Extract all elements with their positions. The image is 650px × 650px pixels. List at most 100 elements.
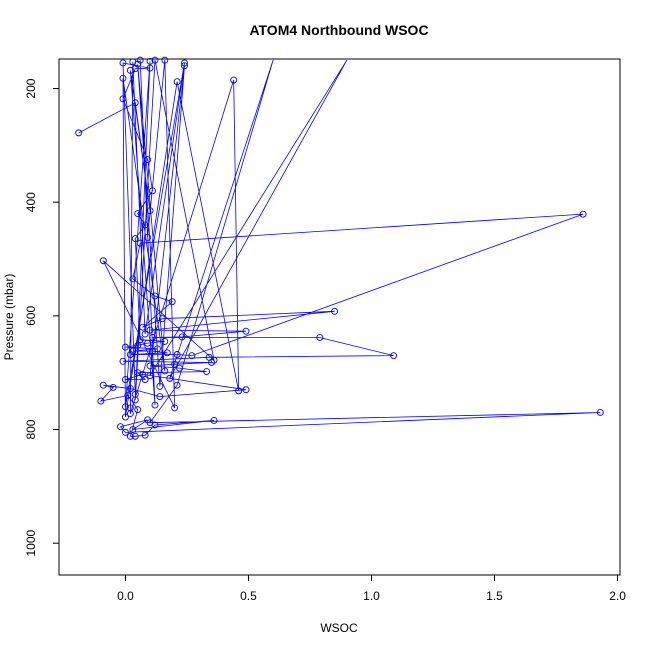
plot-area — [58, 56, 621, 576]
data-point — [166, 374, 174, 382]
data-point — [242, 327, 250, 335]
data-point — [141, 431, 149, 439]
y-axis: 200 400 600 800 1000 — [24, 78, 59, 557]
y-tick-label: 200 — [24, 78, 38, 98]
data-point — [146, 64, 154, 72]
data-point — [168, 298, 176, 306]
data-point — [136, 56, 144, 64]
data-point — [161, 56, 169, 64]
x-tick-label: 0.5 — [240, 589, 257, 603]
y-tick-label: 1000 — [24, 530, 38, 557]
data-point — [156, 382, 164, 390]
data-point — [126, 66, 134, 74]
data-point — [203, 368, 211, 376]
data-point — [134, 341, 142, 349]
data-point — [596, 409, 604, 416]
x-axis-label: WSOC — [320, 621, 358, 635]
data-point — [121, 428, 129, 436]
y-tick-label: 600 — [24, 306, 38, 326]
data-point — [126, 385, 134, 393]
data-point — [149, 187, 156, 195]
data-point — [121, 376, 129, 383]
data-point — [144, 416, 152, 424]
data-point — [173, 381, 181, 389]
data-point — [173, 78, 181, 86]
data-point — [144, 233, 152, 241]
y-tick-label: 400 — [24, 192, 38, 212]
data-point — [129, 275, 137, 283]
data-point — [75, 129, 83, 137]
data-point — [144, 156, 152, 164]
data-point — [579, 210, 587, 218]
plot-border — [58, 58, 621, 576]
data-point — [117, 423, 124, 431]
data-point — [134, 210, 142, 218]
x-axis: 0.0 0.5 1.0 1.5 2.0 — [117, 575, 626, 603]
y-tick-label: 800 — [24, 419, 38, 439]
x-tick-label: 0.0 — [117, 589, 134, 603]
data-point — [161, 337, 169, 345]
data-point — [99, 257, 107, 265]
data-point — [146, 57, 154, 65]
data-point — [146, 362, 154, 370]
data-point — [119, 357, 127, 365]
data-point — [119, 74, 127, 82]
data-point — [188, 352, 196, 360]
data-point — [126, 351, 134, 358]
data-point — [176, 364, 184, 372]
data-point — [109, 384, 117, 391]
data-point — [121, 343, 129, 351]
data-point — [121, 413, 129, 421]
x-tick-label: 1.5 — [486, 589, 503, 603]
data-point — [156, 393, 164, 401]
data-point — [134, 369, 142, 377]
data-point — [139, 323, 147, 331]
data-point — [242, 386, 250, 394]
data-point — [171, 404, 179, 412]
data-point — [153, 345, 161, 353]
x-tick-label: 2.0 — [609, 589, 626, 603]
data-point — [121, 403, 129, 411]
data-point — [129, 58, 137, 66]
chart-title: ATOM4 Northbound WSOC — [249, 22, 428, 38]
data-point — [131, 390, 139, 398]
y-axis-label: Pressure (mbar) — [2, 274, 16, 361]
data-point — [171, 360, 179, 368]
data-point — [119, 59, 127, 67]
data-point — [151, 401, 159, 409]
data-point — [129, 347, 137, 355]
data-point — [181, 59, 188, 67]
data-point — [139, 370, 147, 378]
data-point — [151, 292, 159, 300]
data-point — [149, 334, 156, 341]
data-point — [158, 315, 166, 323]
data-point — [131, 432, 139, 440]
data-point — [124, 391, 132, 399]
data-point — [134, 406, 142, 414]
data-point — [146, 326, 154, 334]
data-point — [230, 76, 238, 84]
data-point — [131, 235, 139, 243]
x-tick-label: 1.0 — [363, 589, 380, 603]
data-point — [126, 404, 134, 412]
data-point — [163, 349, 171, 357]
data-point — [316, 334, 324, 341]
data-point — [235, 387, 243, 395]
data-point — [210, 416, 218, 424]
data-point — [129, 426, 137, 433]
data-point — [136, 336, 144, 344]
data-point — [173, 351, 181, 358]
data-point — [141, 221, 149, 229]
data-point — [97, 397, 105, 405]
data-point — [136, 239, 144, 247]
data-point — [390, 352, 398, 360]
data-point — [144, 339, 152, 347]
data-point — [119, 95, 127, 103]
data-point — [205, 353, 213, 361]
data-point — [331, 307, 339, 315]
series-group — [75, 56, 604, 440]
data-point — [151, 56, 159, 64]
data-point — [141, 330, 149, 338]
data-point — [181, 62, 188, 70]
